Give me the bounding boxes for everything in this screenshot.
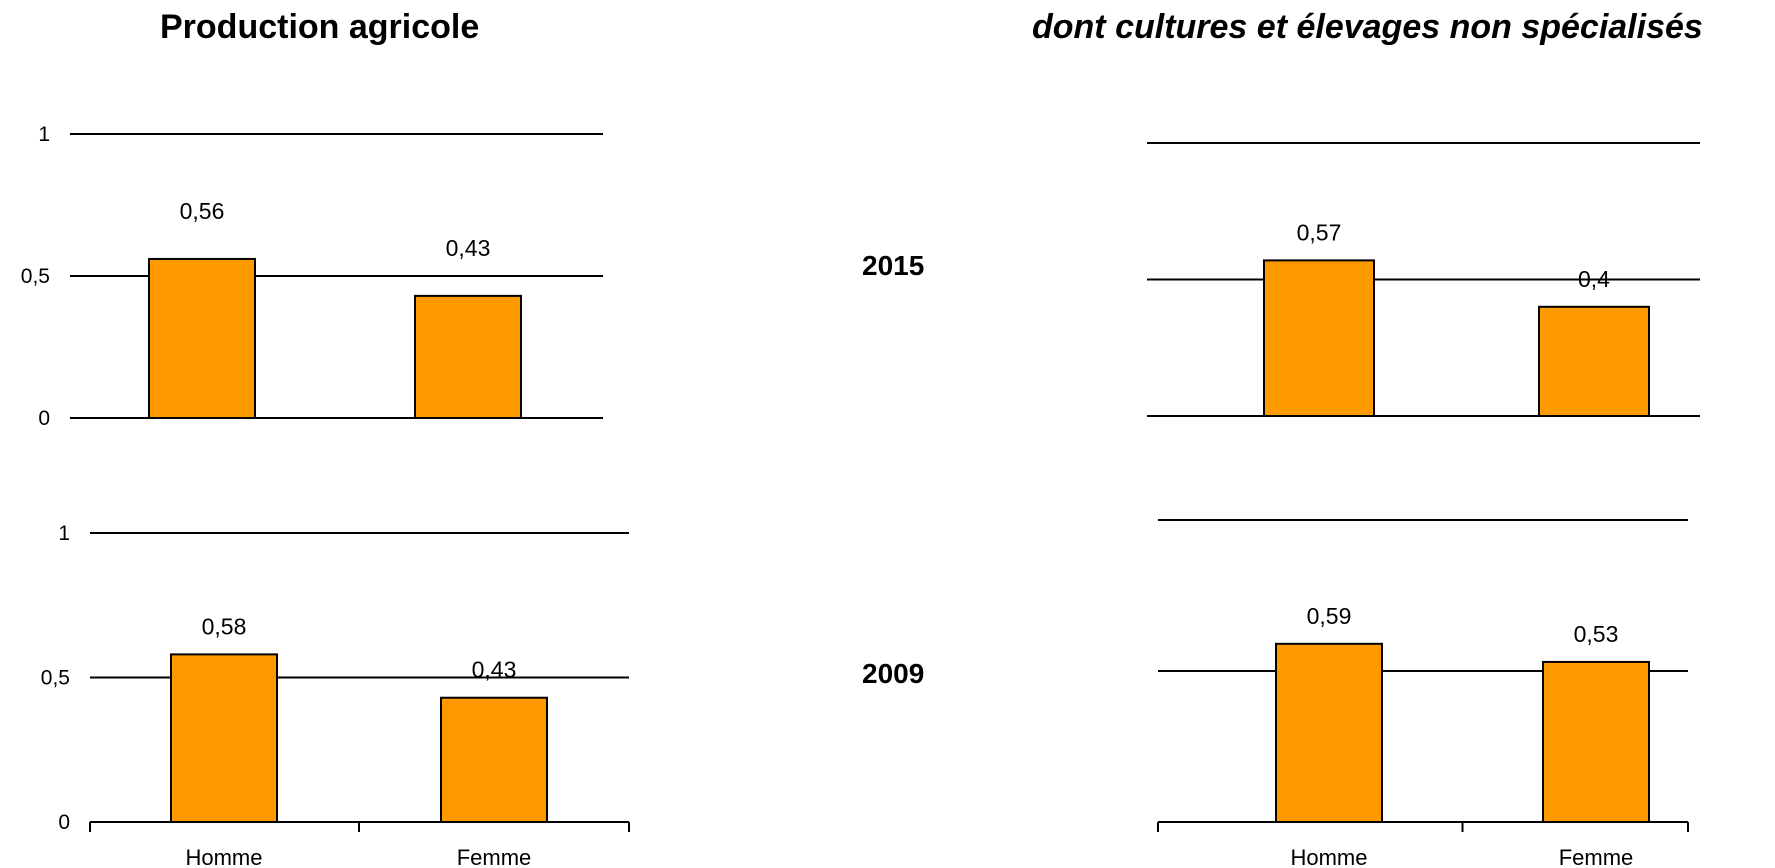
x-tick-label: Femme xyxy=(1559,845,1634,868)
bar-homme xyxy=(1275,642,1383,823)
chart-title-left: Production agricole xyxy=(160,8,480,46)
data-label: 0,53 xyxy=(1574,621,1619,647)
y-tick-label: 1 xyxy=(58,522,70,545)
y-tick-label: 1 xyxy=(38,123,50,146)
bar-femme xyxy=(414,294,522,420)
bar-femme xyxy=(440,696,548,823)
x-tick-label: Femme xyxy=(457,845,532,868)
bar-homme xyxy=(1263,259,1375,418)
data-label: 0,43 xyxy=(472,657,517,683)
data-label: 0,4 xyxy=(1578,266,1610,292)
data-label: 0,57 xyxy=(1297,219,1342,245)
x-tick-label: Homme xyxy=(1290,845,1367,868)
data-label: 0,43 xyxy=(446,235,491,261)
data-label: 0,58 xyxy=(202,613,247,639)
row-label-2015: 2015 xyxy=(862,250,925,281)
data-label: 0,59 xyxy=(1307,603,1352,629)
bar-femme xyxy=(1538,305,1650,417)
x-tick-label: Homme xyxy=(185,845,262,868)
bar-homme xyxy=(170,653,278,823)
data-label: 0,56 xyxy=(180,198,225,224)
chart-title-right: dont cultures et élevages non spécialisé… xyxy=(1032,8,1703,46)
y-tick-label: 0,5 xyxy=(41,667,70,690)
bar-homme xyxy=(148,257,256,419)
y-tick-label: 0 xyxy=(38,407,50,430)
y-tick-label: 0,5 xyxy=(21,265,50,288)
y-tick-label: 0 xyxy=(58,811,70,834)
row-label-2009: 2009 xyxy=(862,658,925,689)
bar-femme xyxy=(1542,660,1650,823)
